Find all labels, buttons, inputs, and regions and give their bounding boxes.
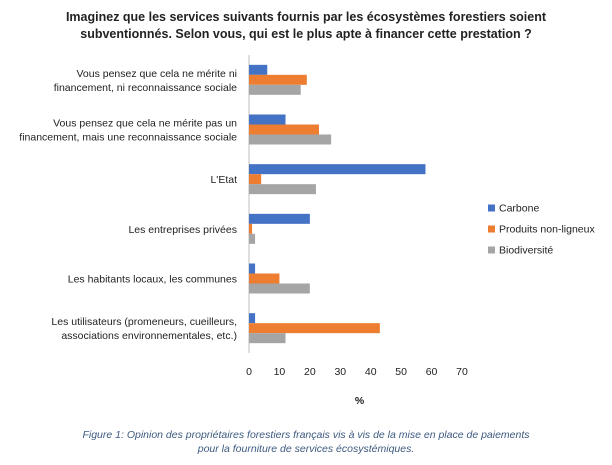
x-tick-label: 60 <box>426 366 438 378</box>
category-label: Les entreprises privées <box>128 224 237 236</box>
bar: Carbone: 12 <box>249 114 286 125</box>
bar: Produits non-ligneux: 1 <box>249 223 253 234</box>
category-label-line: Les utilisateurs (promeneurs, cueilleurs… <box>51 316 237 328</box>
figure-caption: Figure 1: Opinion des propriétaires fore… <box>20 428 592 456</box>
legend-swatch <box>488 225 495 233</box>
category-label-line: Les habitants locaux, les communes <box>68 274 237 286</box>
bar: Produits non-ligneux: 4 <box>249 174 262 185</box>
x-tick-label: 70 <box>456 366 468 378</box>
bar: Produits non-ligneux: 23 <box>249 124 319 135</box>
legend-label: Produits non-ligneux <box>499 224 595 236</box>
legend-swatch <box>488 246 495 254</box>
category-label-line: Vous pensez que cela ne mérite pas un <box>53 118 237 130</box>
category-label: L'Etat <box>210 174 237 186</box>
bar: Produits non-ligneux: 43 <box>249 323 380 334</box>
bar: Carbone: 2 <box>249 263 256 274</box>
bar: Carbone: 58 <box>249 164 426 175</box>
legend-swatch <box>488 204 495 212</box>
bar: Produits non-ligneux: 19 <box>249 74 307 85</box>
category-label-line: financement, mais une reconnaissance soc… <box>19 132 237 144</box>
bar: Biodiversité: 22 <box>249 184 316 195</box>
category-label-line: associations environnementales, etc.) <box>61 330 237 342</box>
chart-title-line-1: Imaginez que les services suivants fourn… <box>65 10 547 24</box>
chart-title-line-2: subventionnés. Selon vous, qui est le pl… <box>80 27 532 41</box>
bar: Biodiversité: 17 <box>249 84 301 95</box>
bar: Biodiversité: 20 <box>249 283 310 294</box>
x-tick-label: 30 <box>334 366 346 378</box>
bar: Biodiversité: 2 <box>249 233 256 244</box>
bar: Carbone: 20 <box>249 213 310 224</box>
category-label: Vous pensez que cela ne mérite ni finance… <box>54 68 237 94</box>
bar: Carbone: 2 <box>249 313 256 324</box>
figure-caption-line-1: Figure 1: Opinion des propriétaires fore… <box>82 429 530 441</box>
bar: Biodiversité: 27 <box>249 134 332 145</box>
bar-chart: Vous pensez que cela ne mérite ni finance… <box>19 55 595 407</box>
legend-label: Carbone <box>499 203 539 215</box>
bar: Carbone: 6 <box>249 64 268 75</box>
category-label: Les utilisateurs (promeneurs, cueilleurs… <box>51 316 237 342</box>
x-tick-label: 20 <box>304 366 316 378</box>
x-tick-label: 40 <box>365 366 377 378</box>
category-label-line: financement, ni reconnaissance sociale <box>54 82 237 94</box>
x-tick-label: 50 <box>395 366 407 378</box>
x-axis-title: % <box>355 395 365 407</box>
chart-title: Imaginez que les services suivants fourn… <box>40 9 572 43</box>
category-label: Vous pensez que cela ne mérite pas un fin… <box>19 118 237 144</box>
x-tick-label: 10 <box>274 366 286 378</box>
legend-label: Biodiversité <box>499 245 553 257</box>
figure-caption-line-2: pour la fourniture de services écosystém… <box>197 443 415 455</box>
category-label-line: L'Etat <box>210 174 237 186</box>
bar: Produits non-ligneux: 10 <box>249 273 280 284</box>
category-label-line: Vous pensez que cela ne mérite ni <box>76 68 237 80</box>
category-label-line: Les entreprises privées <box>128 224 237 236</box>
bar: Biodiversité: 12 <box>249 333 286 344</box>
x-tick-label: 0 <box>246 366 252 378</box>
category-label: Les habitants locaux, les communes <box>68 274 237 286</box>
